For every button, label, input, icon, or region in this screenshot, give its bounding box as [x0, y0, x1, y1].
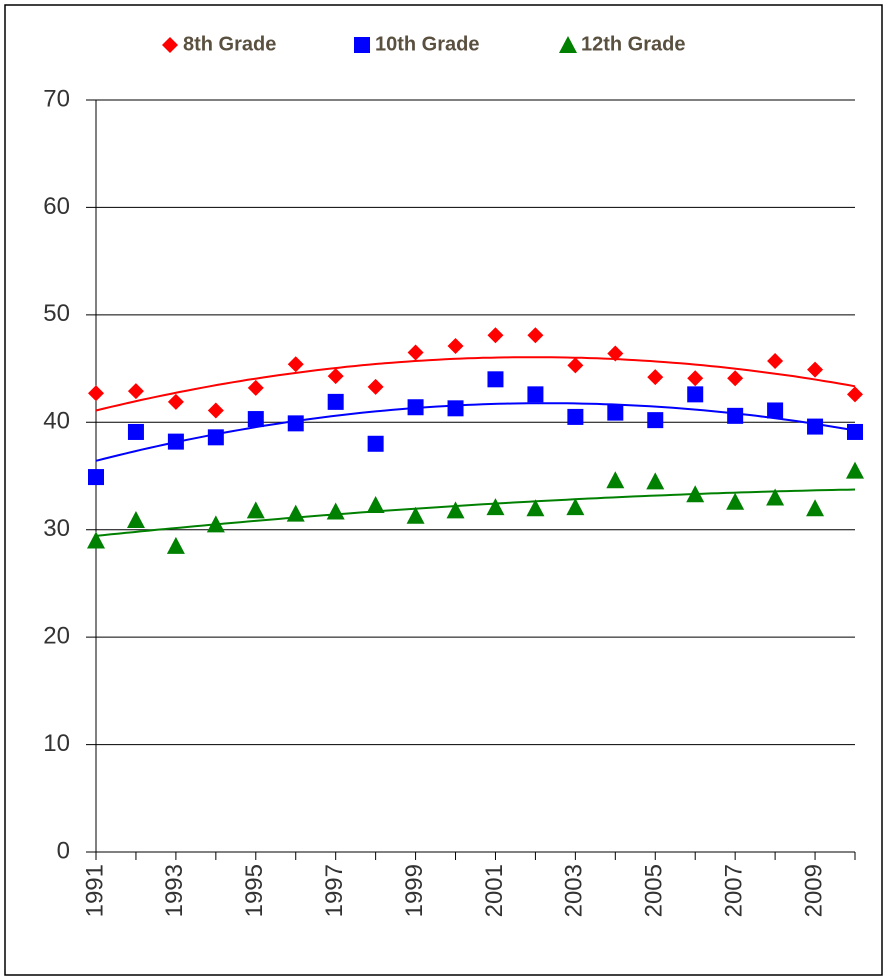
legend-label: 10th Grade: [375, 33, 479, 55]
legend-marker: [354, 37, 370, 53]
data-point: [206, 515, 225, 533]
y-tick-label: 10: [43, 730, 70, 757]
chart-frame: [4, 4, 883, 976]
data-point: [127, 423, 144, 440]
legend-label: 8th Grade: [183, 33, 276, 55]
data-point: [726, 492, 745, 510]
data-point: [567, 357, 584, 374]
data-point: [367, 435, 384, 452]
data-point: [847, 386, 863, 403]
y-tick-label: 60: [43, 193, 70, 220]
x-tick-label: 2001: [481, 864, 508, 917]
data-point: [246, 501, 265, 519]
x-tick-label: 2007: [721, 864, 748, 917]
data-point: [686, 485, 705, 503]
data-point: [807, 361, 824, 378]
data-point: [327, 368, 344, 385]
data-point: [87, 531, 105, 549]
data-point: [527, 327, 544, 344]
data-point: [247, 379, 264, 396]
x-tick-label: 1991: [81, 864, 108, 917]
data-point: [447, 400, 464, 417]
data-point: [446, 501, 465, 519]
data-point: [407, 344, 424, 361]
data-point: [527, 386, 544, 403]
y-tick-label: 40: [43, 408, 70, 435]
data-point: [407, 399, 424, 416]
data-point: [526, 499, 545, 517]
data-point: [167, 393, 184, 410]
data-point: [326, 502, 345, 520]
y-tick-label: 70: [43, 85, 70, 112]
trend-line: [95, 488, 856, 537]
data-point: [647, 369, 664, 386]
data-point: [607, 404, 624, 421]
data-point: [88, 385, 104, 402]
data-point: [847, 423, 863, 440]
data-point: [287, 415, 304, 432]
data-point: [846, 461, 864, 479]
y-tick-label: 0: [57, 837, 70, 864]
data-point: [286, 504, 305, 522]
data-point: [807, 418, 824, 435]
data-point: [767, 353, 784, 370]
x-tick-label: 2003: [561, 864, 588, 917]
data-point: [166, 536, 185, 554]
data-point: [207, 429, 224, 446]
y-tick-label: 30: [43, 515, 70, 542]
data-point: [487, 371, 504, 388]
x-tick-label: 1993: [161, 864, 188, 917]
data-point: [486, 498, 505, 516]
data-point: [646, 472, 665, 490]
data-point: [727, 407, 744, 424]
data-point: [287, 356, 304, 373]
data-point: [767, 402, 784, 419]
data-point: [806, 499, 825, 517]
data-point: [487, 327, 504, 344]
x-tick-label: 1995: [241, 864, 268, 917]
data-point: [606, 471, 625, 489]
data-point: [406, 506, 425, 524]
legend-marker: [559, 36, 577, 53]
data-point: [88, 469, 104, 486]
data-point: [167, 433, 184, 450]
x-tick-label: 1999: [401, 864, 428, 917]
trend-line: [95, 356, 856, 412]
data-point: [687, 370, 704, 387]
x-tick-label: 2009: [800, 864, 827, 917]
x-tick-label: 1997: [321, 864, 348, 917]
legend-marker: [162, 37, 178, 53]
data-point: [727, 370, 744, 387]
y-tick-label: 20: [43, 622, 70, 649]
data-point: [566, 498, 585, 516]
data-point: [647, 412, 664, 429]
data-point: [367, 378, 384, 395]
data-point: [447, 338, 464, 355]
data-point: [687, 386, 704, 403]
y-tick-label: 50: [43, 300, 70, 327]
data-point: [207, 402, 224, 419]
data-point: [247, 411, 264, 428]
data-point: [766, 488, 785, 506]
data-point: [327, 393, 344, 410]
data-point: [126, 511, 145, 529]
x-tick-label: 2005: [641, 864, 668, 917]
data-point: [366, 496, 385, 514]
legend-label: 12th Grade: [581, 33, 685, 55]
data-point: [567, 408, 584, 425]
data-point: [127, 383, 144, 400]
data-point: [607, 345, 624, 362]
